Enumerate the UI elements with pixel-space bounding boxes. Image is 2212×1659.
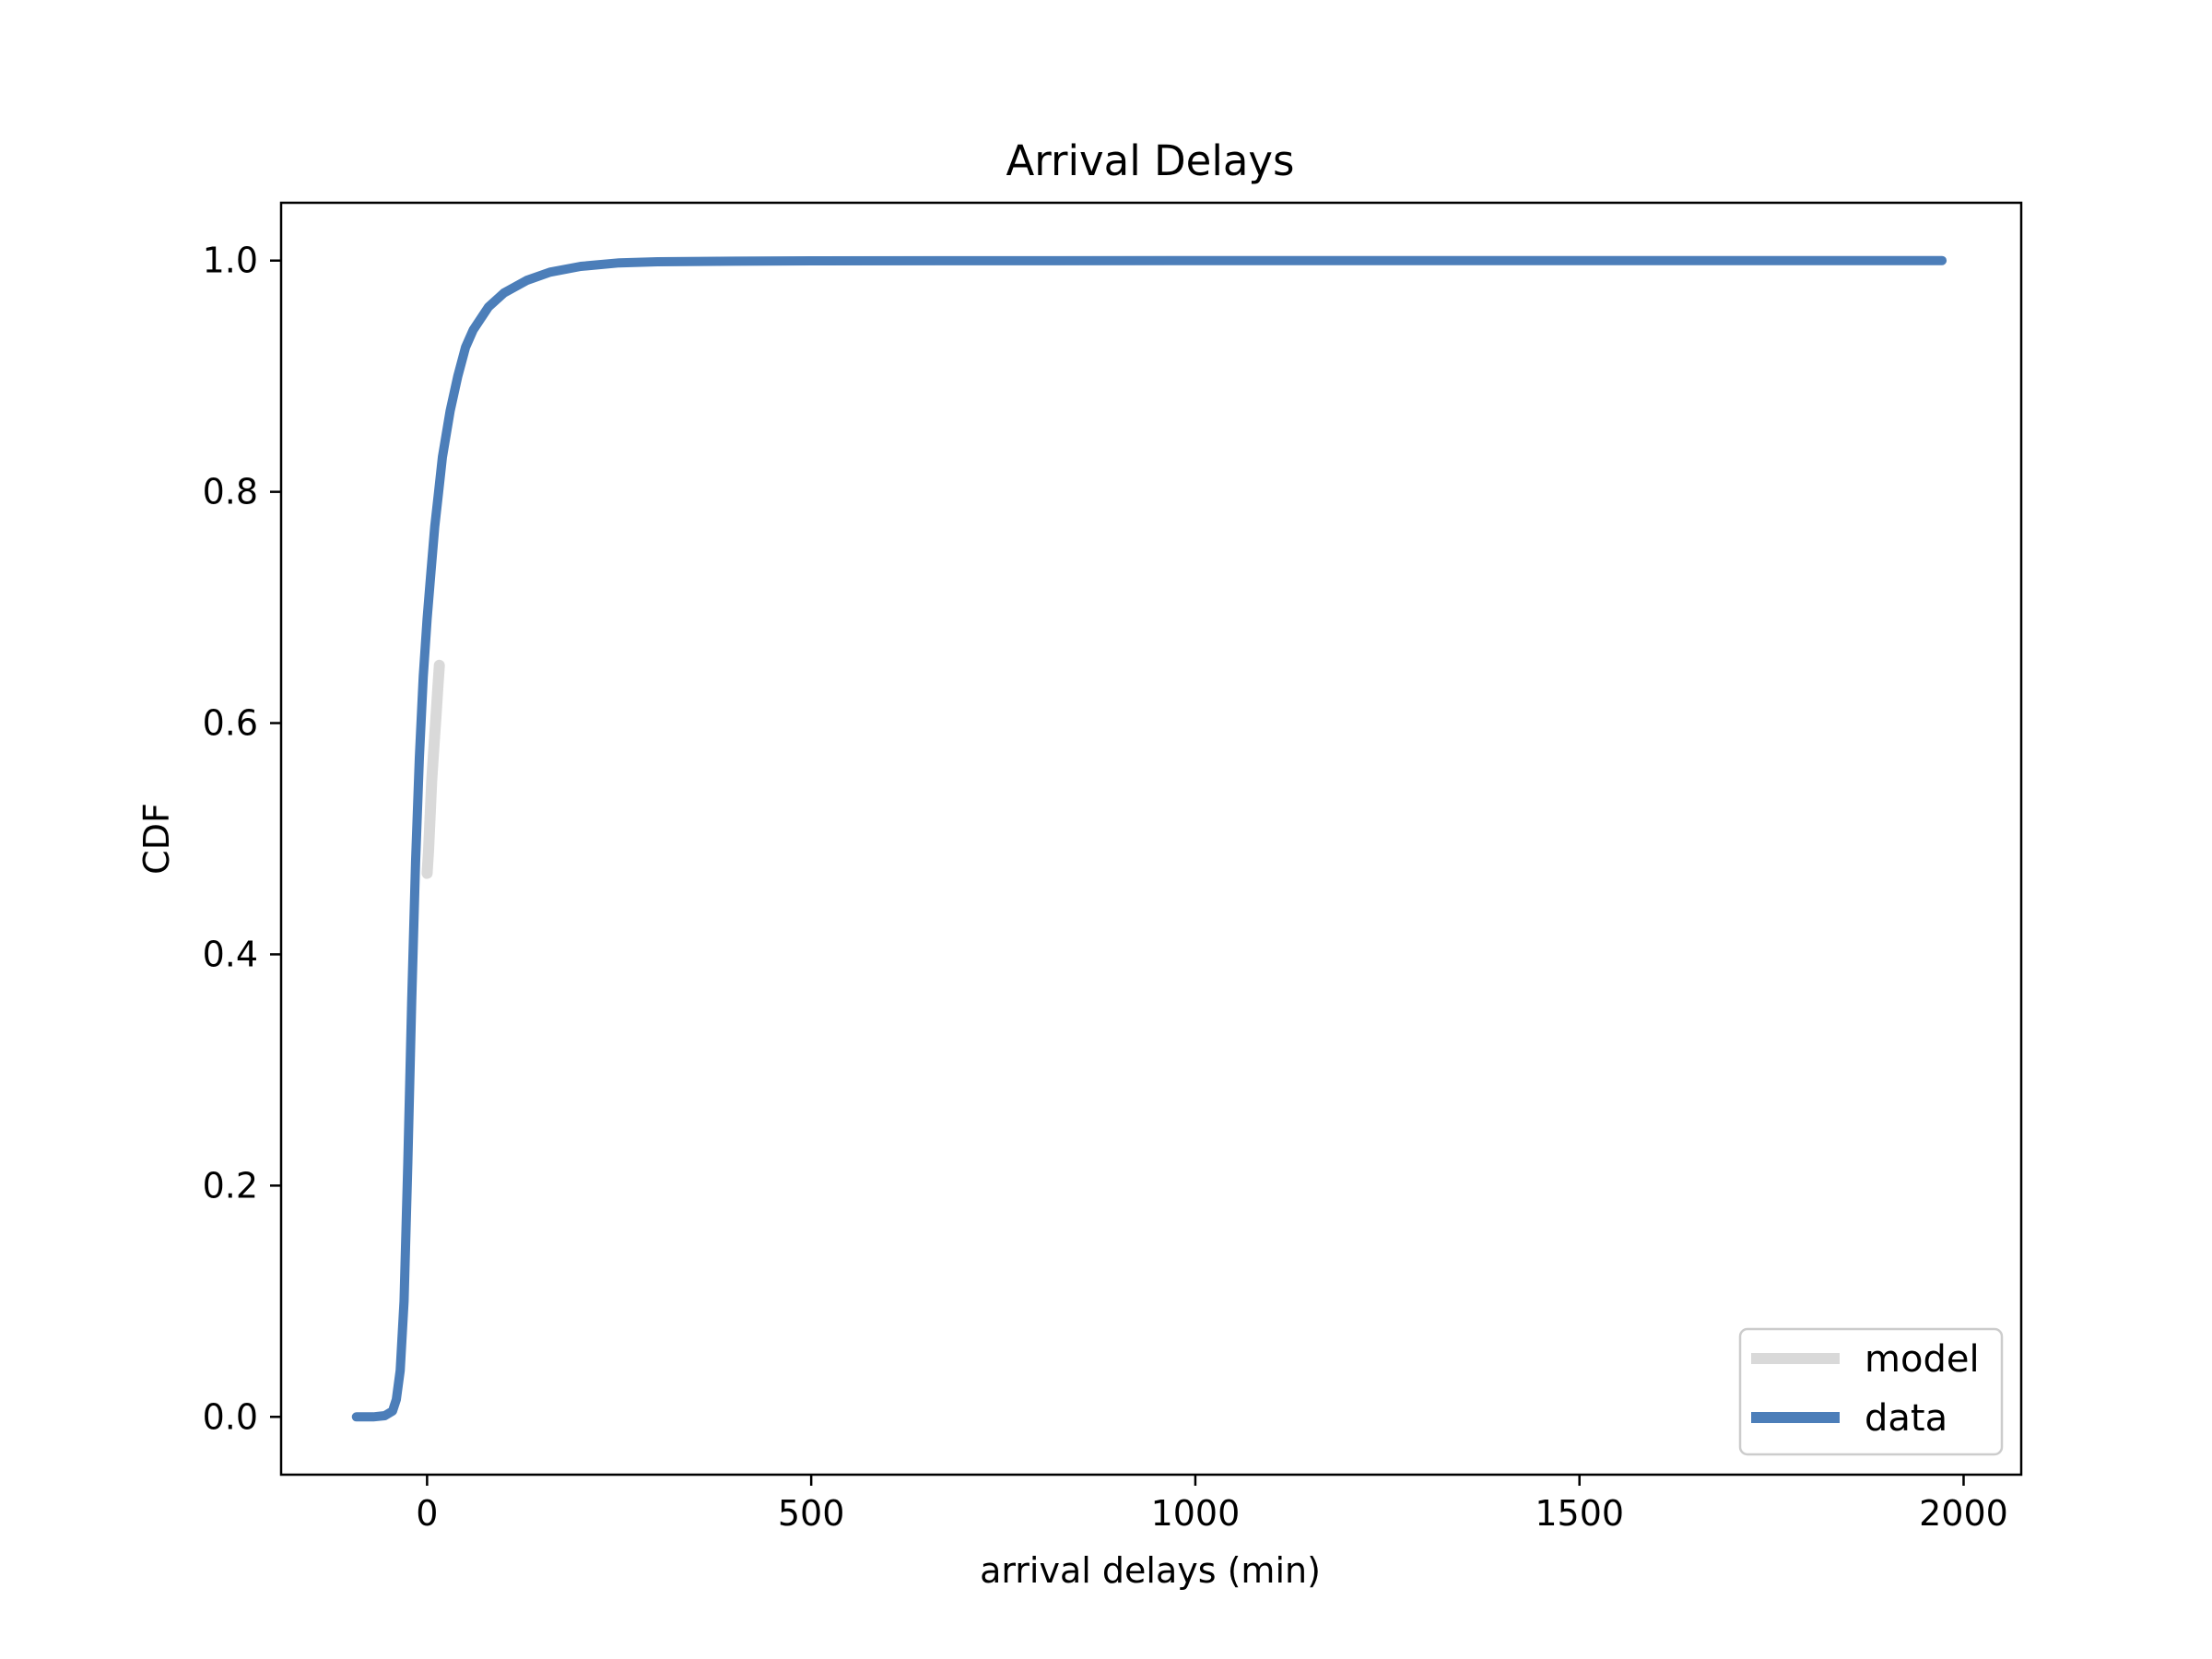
y-tick-label: 1.0 <box>203 241 258 281</box>
x-tick-label: 1000 <box>1151 1493 1241 1534</box>
y-axis-ticks: 0.0 0.2 0.4 0.6 0.8 1.0 <box>203 241 281 1437</box>
series-line-data <box>351 255 1947 1422</box>
y-tick-label: 0.8 <box>203 472 258 512</box>
x-axis-label: arrival delays (min) <box>980 1550 1321 1591</box>
x-tick-label: 0 <box>416 1493 438 1534</box>
x-axis-ticks: 0 500 1000 1500 2000 <box>416 1475 2008 1534</box>
y-tick-label: 0.0 <box>203 1396 258 1437</box>
y-tick-label: 0.4 <box>203 934 258 974</box>
chart-title: Arrival Delays <box>1006 136 1294 185</box>
x-tick-label: 1500 <box>1535 1493 1624 1534</box>
y-axis-label: CDF <box>136 803 177 875</box>
y-tick-label: 0.6 <box>203 703 258 744</box>
legend-label-data: data <box>1865 1397 1947 1440</box>
y-tick-label: 0.2 <box>203 1165 258 1206</box>
series-line-model <box>421 659 445 879</box>
legend-label-model: model <box>1865 1338 1980 1381</box>
plot-frame <box>279 201 2023 1477</box>
series-layer <box>351 255 1947 1422</box>
legend: model data <box>1738 1327 2004 1456</box>
x-tick-label: 2000 <box>1919 1493 2008 1534</box>
x-tick-label: 500 <box>778 1493 845 1534</box>
